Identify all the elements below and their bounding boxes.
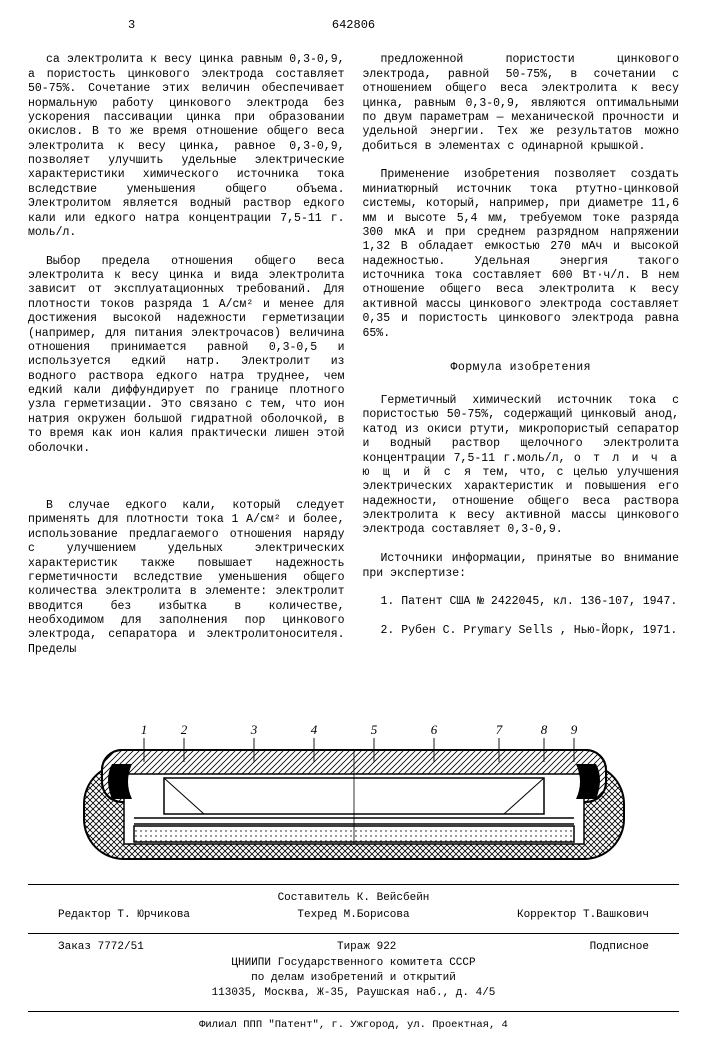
figure: 1 2 3 4 5 6 7 8 9 <box>54 704 654 874</box>
footer-compiler: Составитель К. Вейсбейн <box>28 891 679 906</box>
para-r2: Применение изобретения позволяет создать… <box>363 168 680 341</box>
footer-org2: по делам изобретений и открытий <box>28 971 679 986</box>
svg-text:8: 8 <box>540 722 547 737</box>
footer-techred: Техред М.Борисова <box>297 908 409 923</box>
para-l1: са электролита к весу цинка равным 0,3-0… <box>28 53 345 240</box>
para-l2: Выбор предела отношения общего веса элек… <box>28 255 345 456</box>
para-r1: предложенной пористости цинкового электр… <box>363 53 680 154</box>
source-2: 2. Рубен С. Prymary Sells , Нью-Йорк, 19… <box>363 624 680 638</box>
right-column: предложенной пористости цинкового электр… <box>363 39 680 686</box>
svg-text:4: 4 <box>310 722 317 737</box>
footer-sign: Подписное <box>590 940 649 955</box>
svg-text:3: 3 <box>249 722 257 737</box>
footer-branch: Филиал ППП "Патент", г. Ужгород, ул. Про… <box>28 1018 679 1032</box>
footer-corrector: Корректор Т.Вашкович <box>517 908 649 923</box>
footer-tirazh: Тираж 922 <box>337 940 396 955</box>
svg-text:5: 5 <box>370 722 377 737</box>
svg-text:9: 9 <box>570 722 577 737</box>
svg-text:6: 6 <box>430 722 437 737</box>
cross-section-diagram: 1 2 3 4 5 6 7 8 9 <box>54 704 654 874</box>
formula-title: Формула изобретения <box>363 361 680 375</box>
svg-text:2: 2 <box>180 722 187 737</box>
footer-order: Заказ 7772/51 <box>58 940 144 955</box>
footer-org1: ЦНИИПИ Государственного комитета СССР <box>28 956 679 971</box>
source-1: 1. Патент США № 2422045, кл. 136-107, 19… <box>363 595 680 609</box>
page-number-left: 3 <box>128 18 135 33</box>
document-number: 642806 <box>332 18 375 33</box>
para-l3: В случае едкого кали, который следует пр… <box>28 499 345 657</box>
footer-editor: Редактор Т. Юрчикова <box>58 908 190 923</box>
footer-address: 113035, Москва, Ж-35, Раушская наб., д. … <box>28 986 679 1001</box>
para-r3: Герметичный химический источник тока с п… <box>363 394 680 538</box>
footer: Составитель К. Вейсбейн Редактор Т. Юрчи… <box>28 891 679 1032</box>
svg-text:7: 7 <box>495 722 502 737</box>
sources-title: Источники информации, принятые во вниман… <box>363 552 680 581</box>
left-column: са электролита к весу цинка равным 0,3-0… <box>28 39 345 686</box>
svg-text:1: 1 <box>140 722 147 737</box>
